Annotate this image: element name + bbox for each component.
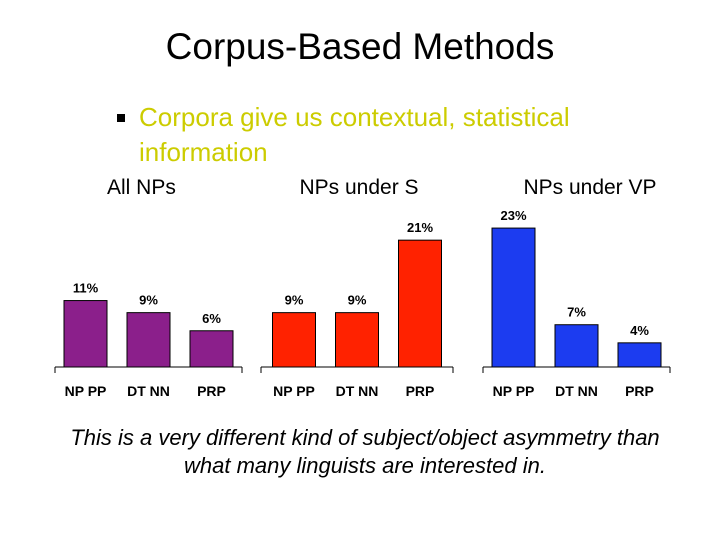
bar [126,312,171,368]
chart-title: All NPs [107,176,176,199]
category-label: DT NN [555,383,598,399]
bullet-marker [117,114,125,122]
category-label: DT NN [127,383,170,399]
bullet-text: Corpora give us contextual, statistical … [139,102,570,167]
data-label: 4% [630,323,649,338]
bar [617,342,662,368]
data-label: 7% [567,305,586,320]
data-label: 23% [500,208,526,223]
category-label: NP PP [493,383,535,399]
category-label: NP PP [273,383,315,399]
bar [272,312,316,368]
data-label: 21% [407,220,433,235]
bar [491,227,536,368]
category-label: NP PP [65,383,107,399]
data-label: 6% [202,311,221,326]
footer-text: This is a very different kind of subject… [70,425,660,478]
data-label: 9% [348,293,367,308]
data-label: 9% [285,293,304,308]
category-label: DT NN [336,383,379,399]
data-label: 9% [139,293,158,308]
bar [335,312,379,368]
chart-title: NPs under VP [523,176,656,199]
data-label: 11% [73,281,99,296]
bar [189,330,234,368]
category-label: PRP [625,383,654,399]
bar [554,324,599,368]
bar [63,300,108,368]
slide-title: Corpus-Based Methods [165,26,555,67]
bar [398,239,442,368]
category-label: PRP [197,383,226,399]
category-label: PRP [406,383,435,399]
chart-title: NPs under S [299,176,418,199]
